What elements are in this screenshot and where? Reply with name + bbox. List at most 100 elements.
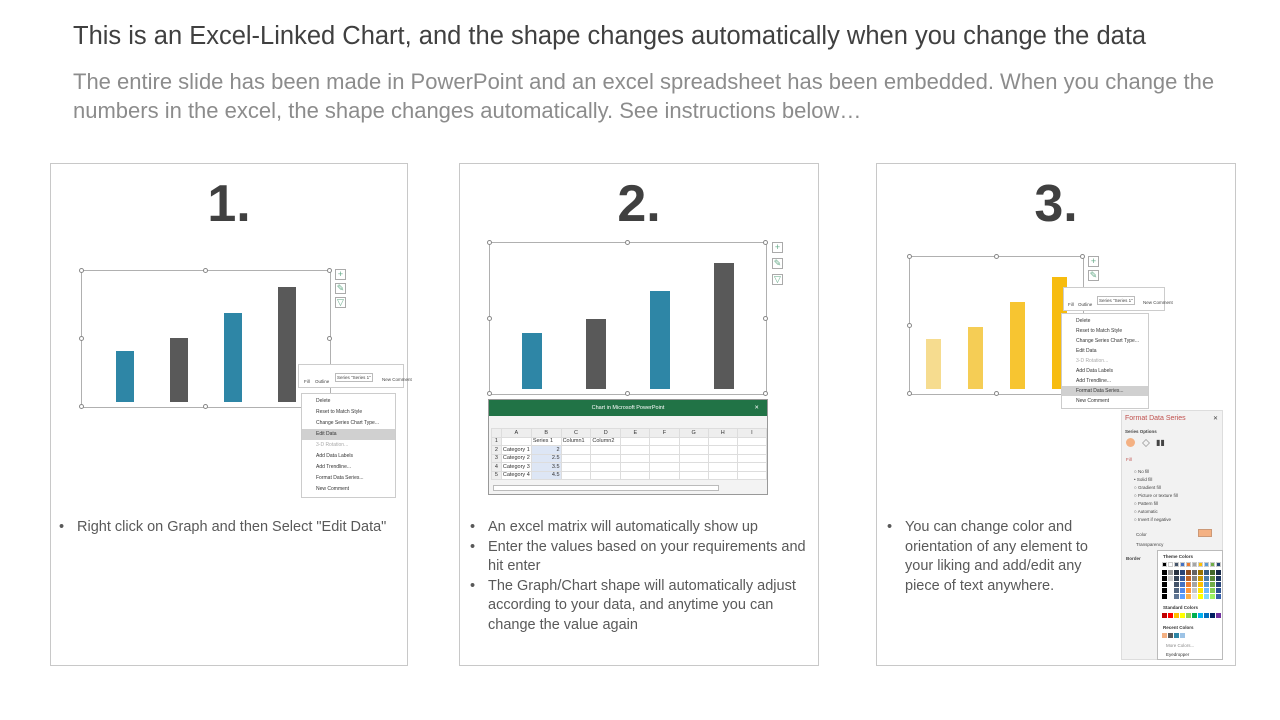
close-icon[interactable]: ✕ (754, 405, 759, 411)
shade-swatch[interactable] (1174, 582, 1179, 587)
fill-button[interactable]: Fill (1068, 302, 1074, 307)
recent-color-swatch[interactable] (1174, 633, 1179, 638)
context-menu-item[interactable]: Add Data Labels (316, 453, 353, 459)
excel-cell[interactable] (678, 445, 709, 455)
excel-cell[interactable] (678, 453, 709, 463)
excel-cell[interactable] (678, 436, 709, 446)
resize-handle[interactable] (763, 391, 768, 396)
excel-cell[interactable]: 3.5 (530, 462, 562, 472)
excel-cell[interactable] (620, 445, 651, 455)
excel-grid[interactable]: A B C D E F G H I 1 Series 1 Column1 Column2 2 Categor… (491, 428, 768, 480)
context-menu-item[interactable]: New Comment (316, 486, 350, 492)
shade-swatch[interactable] (1192, 570, 1197, 575)
shade-swatch[interactable] (1180, 570, 1185, 575)
resize-handle[interactable] (203, 268, 208, 273)
context-menu-item[interactable]: Reset to Match Style (1076, 328, 1123, 334)
horizontal-scrollbar[interactable] (493, 485, 719, 491)
theme-color-swatch[interactable] (1216, 562, 1221, 567)
standard-color-swatch[interactable] (1174, 613, 1179, 618)
radio-icon[interactable]: ○ (1134, 517, 1138, 522)
radio-selected-icon[interactable]: • (1134, 477, 1137, 482)
shade-swatch[interactable] (1210, 588, 1215, 593)
theme-color-swatch[interactable] (1180, 562, 1185, 567)
shade-swatch[interactable] (1216, 594, 1221, 599)
resize-handle[interactable] (487, 391, 492, 396)
standard-color-swatch[interactable] (1192, 613, 1197, 618)
resize-handle[interactable] (1080, 254, 1085, 259)
context-menu-item[interactable]: Add Trendline... (1076, 378, 1112, 384)
effects-icon[interactable] (1142, 439, 1150, 447)
column-header[interactable]: A (500, 428, 532, 438)
chart-bar[interactable] (522, 333, 542, 389)
context-menu-item[interactable]: Change Series Chart Type... (316, 420, 379, 426)
shade-swatch[interactable] (1162, 588, 1167, 593)
shade-swatch[interactable] (1198, 594, 1203, 599)
resize-handle[interactable] (907, 254, 912, 259)
shade-swatch[interactable] (1192, 588, 1197, 593)
chart-bar[interactable] (116, 351, 134, 402)
excel-cell[interactable] (707, 462, 738, 472)
add-chart-element-icon[interactable]: + (335, 269, 346, 280)
shade-swatch[interactable] (1168, 582, 1173, 587)
series-select[interactable]: Series "Series 1" (335, 373, 373, 382)
column-header[interactable]: I (736, 428, 768, 438)
shade-swatch[interactable] (1192, 576, 1197, 581)
excel-cell[interactable] (707, 470, 738, 480)
shade-swatch[interactable] (1174, 588, 1179, 593)
more-colors-button[interactable]: More Colors... (1166, 643, 1195, 648)
shade-swatch[interactable] (1204, 570, 1209, 575)
excel-cell[interactable]: 4.5 (530, 470, 562, 480)
context-menu-item[interactable]: Delete (316, 398, 331, 404)
excel-cell[interactable]: Column2 (590, 436, 622, 446)
add-chart-element-icon[interactable]: + (1088, 256, 1099, 267)
theme-color-swatch[interactable] (1168, 562, 1173, 567)
shade-swatch[interactable] (1216, 570, 1221, 575)
shade-swatch[interactable] (1180, 576, 1185, 581)
context-menu-item[interactable]: Edit Data (1076, 348, 1097, 354)
outline-button[interactable]: Outline (1078, 302, 1093, 307)
chart-bar[interactable] (1010, 301, 1026, 389)
theme-color-swatch[interactable] (1186, 562, 1191, 567)
shade-swatch[interactable] (1198, 582, 1203, 587)
recent-color-swatch[interactable] (1180, 633, 1185, 638)
theme-color-swatch[interactable] (1210, 562, 1215, 567)
shade-swatch[interactable] (1162, 582, 1167, 587)
resize-handle[interactable] (993, 254, 999, 259)
standard-color-swatch[interactable] (1198, 613, 1203, 618)
shade-swatch[interactable] (1210, 594, 1215, 599)
excel-cell[interactable] (620, 462, 651, 472)
excel-cell[interactable] (500, 436, 532, 446)
excel-cell[interactable] (590, 445, 622, 455)
resize-handle[interactable] (993, 391, 999, 396)
excel-cell[interactable]: 5 (491, 470, 502, 480)
excel-cell[interactable] (678, 470, 709, 480)
excel-cell[interactable] (736, 436, 768, 446)
standard-color-swatch[interactable] (1204, 613, 1209, 618)
theme-color-swatch[interactable] (1192, 562, 1197, 567)
shade-swatch[interactable] (1192, 582, 1197, 587)
resize-handle[interactable] (79, 404, 84, 409)
context-menu-item[interactable]: Format Data Series... (1062, 386, 1148, 396)
shade-swatch[interactable] (1168, 576, 1173, 581)
resize-handle[interactable] (907, 322, 912, 328)
excel-cell[interactable] (678, 462, 709, 472)
radio-icon[interactable]: ○ (1134, 501, 1138, 506)
excel-cell[interactable]: Series 1 (530, 436, 562, 446)
shade-swatch[interactable] (1216, 576, 1221, 581)
excel-cell[interactable] (736, 470, 768, 480)
new-comment-button[interactable]: New Comment (1143, 300, 1173, 305)
excel-cell[interactable] (620, 453, 651, 463)
excel-cell[interactable]: Column1 (560, 436, 592, 446)
shade-swatch[interactable] (1204, 588, 1209, 593)
chart-bar[interactable] (170, 338, 188, 402)
fill-button[interactable]: Fill (304, 379, 310, 384)
context-menu-item[interactable]: Reset to Match Style (316, 409, 363, 415)
column-header[interactable] (491, 428, 502, 438)
chart-styles-icon[interactable]: ✎ (772, 258, 783, 269)
excel-cell[interactable]: Category 1 (500, 445, 532, 455)
excel-cell[interactable] (649, 436, 680, 446)
shade-swatch[interactable] (1168, 588, 1173, 593)
shade-swatch[interactable] (1174, 594, 1179, 599)
outline-button[interactable]: Outline (315, 379, 330, 384)
standard-color-swatch[interactable] (1162, 613, 1167, 618)
